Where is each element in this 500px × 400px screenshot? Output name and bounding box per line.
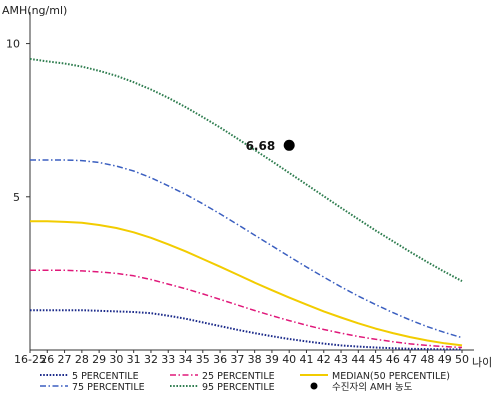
y-axis-title: AMH(ng/ml) bbox=[2, 4, 67, 17]
x-tick-label-27: 27 bbox=[58, 353, 72, 366]
x-tick-label-33: 33 bbox=[161, 353, 175, 366]
legend: 5 PERCENTILE 25 PERCENTILE MEDIAN(50 PERCE… bbox=[40, 371, 450, 393]
x-tick-label-34: 34 bbox=[179, 353, 193, 366]
series-line bbox=[30, 269, 463, 349]
series-75-percentile bbox=[30, 159, 463, 339]
x-tick-label-31: 31 bbox=[127, 353, 141, 366]
x-tick-label-43: 43 bbox=[334, 353, 348, 366]
x-tick-label-44: 44 bbox=[351, 353, 365, 366]
series-line bbox=[30, 159, 463, 339]
x-tick-label-48: 48 bbox=[420, 353, 434, 366]
series-5-percentile bbox=[30, 309, 462, 351]
x-tick-label-26: 26 bbox=[40, 353, 54, 366]
legend-item: 75 PERCENTILE bbox=[40, 382, 145, 393]
x-tick-label-39: 39 bbox=[265, 353, 279, 366]
x-tick-label-50: 50 bbox=[455, 353, 469, 366]
x-tick-label-41: 41 bbox=[299, 353, 313, 366]
legend-label: 25 PERCENTILE bbox=[202, 371, 275, 382]
legend-item: 수진자의 AMH 농도 bbox=[310, 382, 413, 393]
legend-label: MEDIAN(50 PERCENTILE) bbox=[332, 371, 450, 382]
series-median-50-percentile bbox=[30, 220, 463, 347]
x-tick-label-30: 30 bbox=[109, 353, 123, 366]
x-tick-label-49: 49 bbox=[438, 353, 452, 366]
legend-label: 95 PERCENTILE bbox=[202, 382, 275, 393]
legend-item: 5 PERCENTILE bbox=[40, 371, 139, 382]
x-tick-label-16-25: 16-25 bbox=[14, 353, 46, 366]
x-tick-label-28: 28 bbox=[75, 353, 89, 366]
legend-label: 수진자의 AMH 농도 bbox=[332, 382, 413, 393]
y-tick-label-5: 5 bbox=[13, 191, 20, 204]
x-tick-label-40: 40 bbox=[282, 353, 296, 366]
x-tick-label-45: 45 bbox=[369, 353, 383, 366]
x-tick-label-32: 32 bbox=[144, 353, 158, 366]
x-tick-label-36: 36 bbox=[213, 353, 227, 366]
legend-item: MEDIAN(50 PERCENTILE) bbox=[300, 371, 450, 382]
x-tick-label-42: 42 bbox=[317, 353, 331, 366]
legend-marker-swatch bbox=[310, 382, 318, 390]
x-tick-label-46: 46 bbox=[386, 353, 400, 366]
series-25-percentile bbox=[30, 269, 463, 349]
x-tick-label-35: 35 bbox=[196, 353, 210, 366]
patient-amh-value-label: 6.68 bbox=[246, 139, 276, 153]
series-line bbox=[30, 220, 463, 347]
x-tick-label-29: 29 bbox=[92, 353, 106, 366]
series-line bbox=[30, 309, 462, 351]
marker-layer: 6.68 bbox=[246, 139, 295, 153]
x-tick-label-47: 47 bbox=[403, 353, 417, 366]
patient-amh-marker bbox=[283, 139, 295, 151]
legend-label: 5 PERCENTILE bbox=[72, 371, 139, 382]
legend-item: 95 PERCENTILE bbox=[170, 382, 275, 393]
legend-label: 75 PERCENTILE bbox=[72, 382, 145, 393]
x-tick-label-37: 37 bbox=[230, 353, 244, 366]
x-tick-label-38: 38 bbox=[248, 353, 262, 366]
series-layer bbox=[29, 57, 463, 351]
series-line bbox=[29, 57, 463, 282]
x-axis-title: 나이 bbox=[472, 356, 492, 369]
y-tick-label-10: 10 bbox=[6, 38, 20, 51]
legend-item: 25 PERCENTILE bbox=[170, 371, 275, 382]
series-95-percentile bbox=[29, 57, 463, 282]
